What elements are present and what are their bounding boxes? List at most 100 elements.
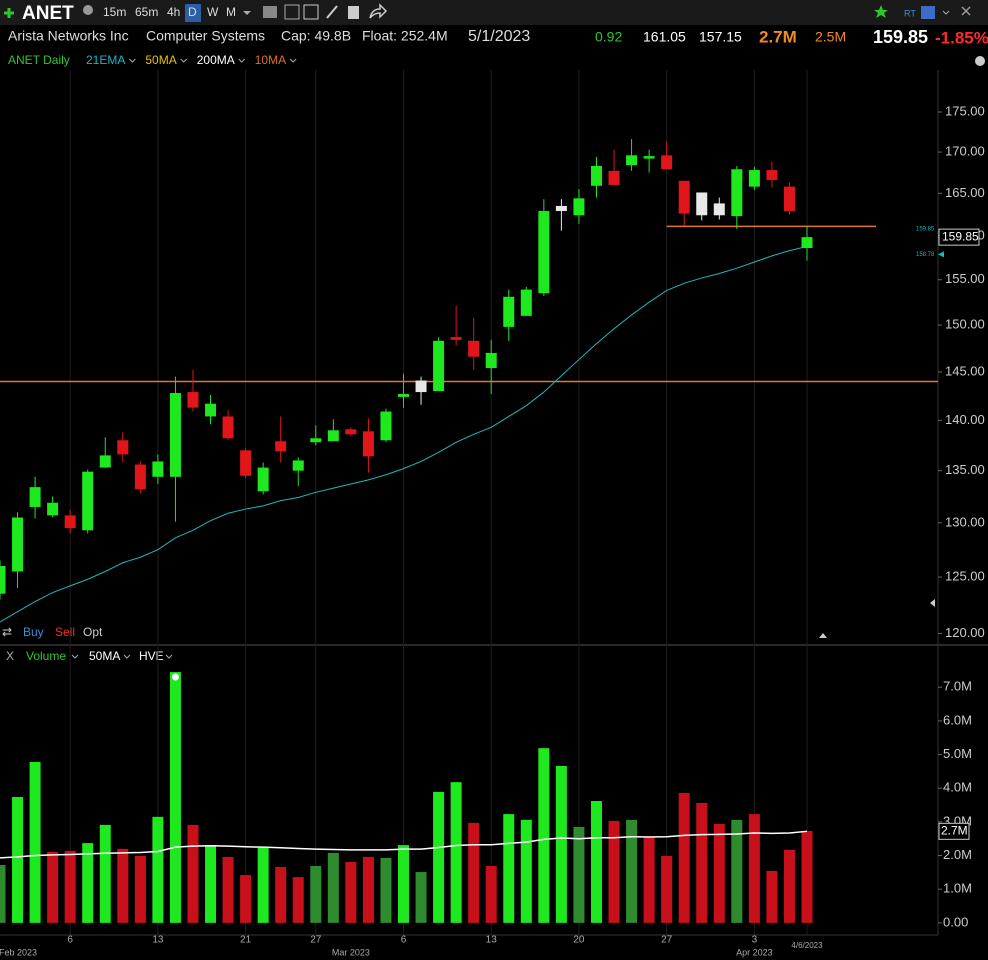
candle-body [12, 517, 24, 572]
indicator-legend[interactable]: 50MA [145, 53, 176, 67]
interval[interactable]: 15m [103, 5, 126, 19]
candle-body [538, 211, 550, 294]
candle-body [240, 450, 252, 476]
candle-body [99, 455, 111, 468]
candle-body [643, 156, 655, 159]
tool-icon[interactable] [303, 4, 319, 20]
interval[interactable]: 4h [167, 5, 180, 19]
candle-body [766, 170, 778, 180]
add-icon[interactable] [4, 8, 14, 18]
volume-bar [12, 796, 24, 923]
share-icon[interactable] [369, 3, 388, 19]
note-icon[interactable] [348, 6, 359, 19]
star-icon[interactable] [874, 5, 888, 18]
rt-icon[interactable]: RT [904, 8, 916, 18]
candle-body [590, 165, 602, 186]
dropdown-icon[interactable] [165, 654, 173, 659]
dropdown-icon[interactable] [129, 58, 136, 63]
x-tick-label: 3 [752, 935, 758, 946]
volume-bar [608, 820, 620, 923]
options-button[interactable]: Opt [83, 625, 103, 639]
volume-bar [696, 803, 708, 923]
close-panel[interactable]: X [6, 649, 14, 663]
x-month-label: Feb 2023 [0, 947, 37, 957]
candle-body [117, 440, 129, 455]
x-tick-label: 27 [310, 935, 322, 946]
draw-icon[interactable] [326, 5, 338, 19]
candle-body [661, 155, 673, 170]
volume-bar [29, 761, 41, 923]
change: 0.92 [595, 29, 622, 45]
volume-bar [748, 814, 760, 923]
toolbar [0, 0, 988, 25]
volume-bar [292, 877, 304, 923]
volume-bar [362, 856, 374, 923]
price-tag [938, 228, 980, 246]
palette-icon[interactable] [975, 56, 985, 66]
candle-body [713, 203, 725, 216]
volume-legend: Volume [26, 649, 66, 663]
scroll-icon[interactable] [819, 633, 827, 638]
x-tick-label: 13 [486, 935, 498, 946]
interval[interactable]: D [188, 5, 197, 19]
interval[interactable]: 65m [135, 5, 158, 19]
dropdown-icon[interactable] [243, 11, 251, 15]
company: Arista Networks Inc [8, 28, 129, 44]
candle-body [257, 467, 269, 492]
volume-bar [573, 826, 585, 923]
indicator-legend[interactable]: 200MA [197, 53, 235, 67]
volume-bar [99, 824, 111, 923]
dropdown-icon[interactable] [71, 654, 79, 659]
buy-button[interactable]: Buy [23, 625, 44, 639]
dropdown-icon[interactable] [238, 58, 246, 63]
interval[interactable]: M [226, 5, 236, 19]
volume-tag [938, 822, 970, 840]
dropdown-icon[interactable] [123, 654, 131, 659]
tool-icon[interactable] [263, 6, 277, 18]
y-tick-label: 165.00 [945, 185, 985, 200]
interval-active [185, 4, 201, 22]
volume-bar [240, 875, 252, 923]
dropdown-icon[interactable] [942, 10, 950, 15]
arrows-icon[interactable]: ⇄ [2, 625, 12, 639]
candle-body [380, 411, 392, 441]
volume-bar [64, 850, 76, 923]
volume-bar [47, 851, 59, 923]
y-tick-label: 5.0M [943, 746, 972, 761]
indicator-legend[interactable]: 10MA [255, 53, 286, 67]
dropdown-icon[interactable] [289, 58, 297, 63]
candle-body [187, 392, 199, 408]
volume-bar [503, 814, 515, 923]
volume-bar [222, 856, 234, 923]
chart-title: ANET Daily [8, 53, 70, 67]
volume-bar [152, 816, 164, 923]
float: Float: 252.4M [362, 28, 448, 44]
scroll-icon[interactable] [930, 599, 935, 607]
settings-icon[interactable] [83, 5, 93, 15]
candle-body [626, 155, 638, 166]
symbol[interactable]: ANET [22, 3, 74, 24]
last-price: 159.85 [873, 27, 928, 47]
interval[interactable]: W [207, 5, 219, 19]
x-tick-label: 6 [67, 935, 73, 946]
candle-body [82, 471, 94, 531]
sell-button[interactable]: Sell [55, 625, 75, 639]
volume-bar [661, 855, 673, 923]
s-icon[interactable] [921, 6, 935, 19]
volume-bar [398, 845, 409, 923]
candle-body [748, 170, 760, 187]
close-icon[interactable] [961, 6, 971, 16]
y-tick-label: 175.00 [945, 103, 985, 118]
dropdown-icon[interactable] [180, 58, 188, 63]
indicator-legend[interactable]: 21EMA [86, 53, 125, 67]
candle-body [275, 441, 287, 452]
y-tick-label: 140.00 [945, 412, 985, 427]
day-low: 157.15 [699, 29, 742, 45]
y-tick-label: 170.00 [945, 144, 985, 159]
volume-bar [345, 861, 357, 923]
volume-bar [626, 819, 638, 923]
tool-icon[interactable] [284, 4, 300, 20]
candle-body [169, 393, 181, 477]
candle-body [0, 566, 6, 594]
volume-bar [433, 791, 445, 923]
